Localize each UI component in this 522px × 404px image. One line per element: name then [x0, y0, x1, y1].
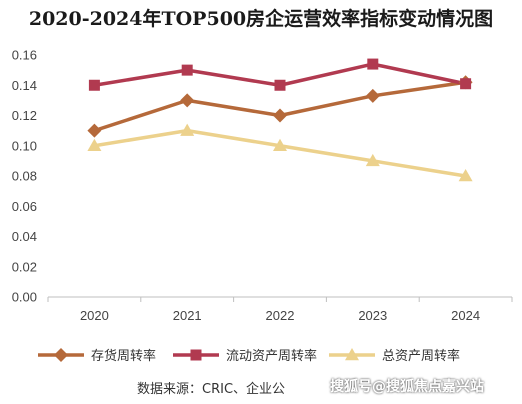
data-point [87, 138, 102, 151]
x-tick-label: 2024 [451, 308, 480, 323]
series-line-总资产周转率 [94, 128, 466, 178]
source-note: 数据来源：CRIC、企业公 [137, 382, 286, 397]
legend: 存货周转率 流动资产周转率 总资产周转率 [38, 348, 460, 364]
data-point [367, 58, 379, 70]
watermark: 搜狐号@搜狐焦点嘉兴站 [330, 379, 484, 395]
data-point [273, 108, 287, 123]
y-tick-label: 0.10 [12, 138, 37, 153]
data-point [180, 123, 195, 136]
series-markers [87, 58, 473, 182]
y-tick-label: 0.02 [12, 259, 37, 274]
y-tick-label: 0.08 [12, 169, 37, 184]
axes: 2020 2021 2022 2023 2024 0.00 0.02 0.04 0.06 0.08… [12, 48, 513, 323]
x-tick-label: 2022 [266, 308, 295, 323]
data-point [180, 93, 195, 108]
data-point [87, 123, 102, 138]
data-point [365, 153, 380, 167]
y-tick-label: 0.16 [12, 48, 37, 63]
data-point [274, 79, 286, 91]
legend-marker [190, 349, 202, 361]
chart-title: 2020-2024年TOP500房企运营效率指标变动情况图 [28, 8, 494, 30]
data-point [88, 79, 100, 91]
x-tick-label: 2023 [358, 308, 387, 323]
legend-marker [54, 348, 68, 362]
legend-label: 流动资产周转率 [226, 348, 317, 364]
data-point [273, 138, 287, 151]
x-tick-label: 2021 [173, 308, 202, 323]
data-point [365, 88, 380, 103]
legend-marker [345, 348, 359, 361]
data-point [460, 78, 472, 90]
legend-label: 存货周转率 [91, 348, 156, 364]
data-point [458, 169, 473, 182]
legend-label: 总资产周转率 [382, 348, 460, 364]
y-tick-label: 0.04 [12, 229, 37, 244]
y-tick-label: 0.06 [12, 199, 37, 214]
y-tick-label: 0.12 [12, 108, 37, 123]
x-tick-label: 2020 [80, 308, 109, 323]
data-point [181, 64, 193, 76]
y-tick-label: 0.00 [12, 290, 37, 305]
y-tick-label: 0.14 [12, 78, 37, 93]
